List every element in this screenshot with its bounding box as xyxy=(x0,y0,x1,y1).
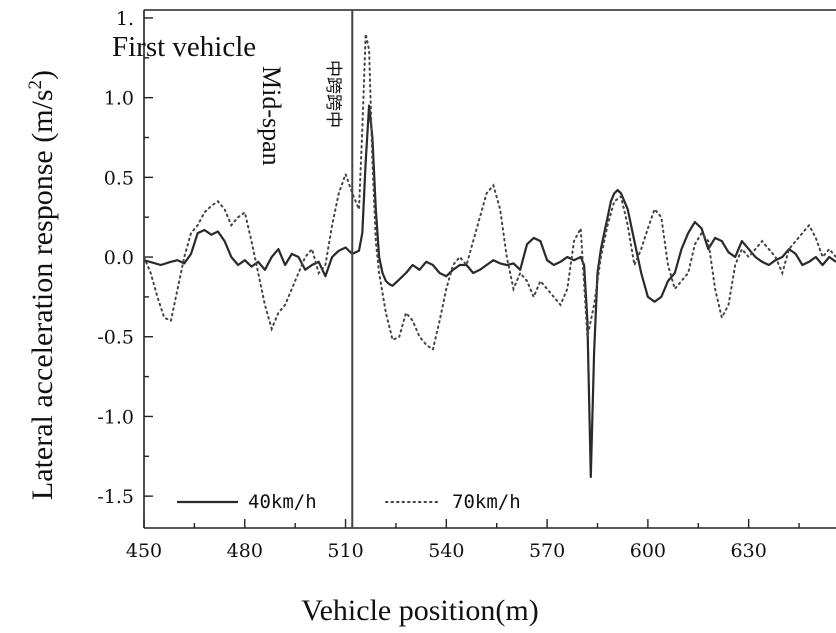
x-tick-label: 450 xyxy=(126,540,162,562)
y-tick-label: -0.5 xyxy=(97,327,134,349)
x-tick-label: 480 xyxy=(227,540,263,562)
panel-label: First vehicle xyxy=(112,31,256,63)
y-tick-label: 1.0 xyxy=(104,88,134,110)
y-axis-title-sup: 2 xyxy=(25,80,46,90)
y-axis-title-main: Lateral acceleration response (m/s xyxy=(26,89,59,500)
y-axis-title: Lateral acceleration response (m/s2) xyxy=(25,70,59,500)
y-axis-title-end: ) xyxy=(26,70,59,80)
x-tick-label: 540 xyxy=(428,540,464,562)
x-tick-label: 630 xyxy=(731,540,767,562)
midspan-cn-label: 中跨跨中 xyxy=(324,60,343,128)
y-tick-label: -1.5 xyxy=(97,486,134,508)
x-tick-label: 570 xyxy=(529,540,565,562)
y-tick-label: 0.0 xyxy=(104,247,134,269)
legend-label-40: 40km/h xyxy=(248,491,317,513)
x-axis-title: Vehicle position(m) xyxy=(301,594,538,627)
x-tick-label: 600 xyxy=(630,540,666,562)
x-tick-label: 510 xyxy=(327,540,363,562)
y-tick-label: 1. xyxy=(116,8,134,30)
y-axis-ticks: -1.5 -1.0 -0.5 0.0 0.5 1.0 1. xyxy=(97,8,153,508)
y-tick-label: 0.5 xyxy=(104,167,134,189)
midspan-label: Mid-span xyxy=(257,66,286,166)
x-axis-ticks: 450 480 510 540 570 600 630 xyxy=(126,519,800,562)
legend: 40km/h 70km/h xyxy=(177,491,521,513)
series-layer xyxy=(143,33,836,479)
y-tick-label: -1.0 xyxy=(97,406,134,428)
legend-label-70: 70km/h xyxy=(452,491,521,513)
